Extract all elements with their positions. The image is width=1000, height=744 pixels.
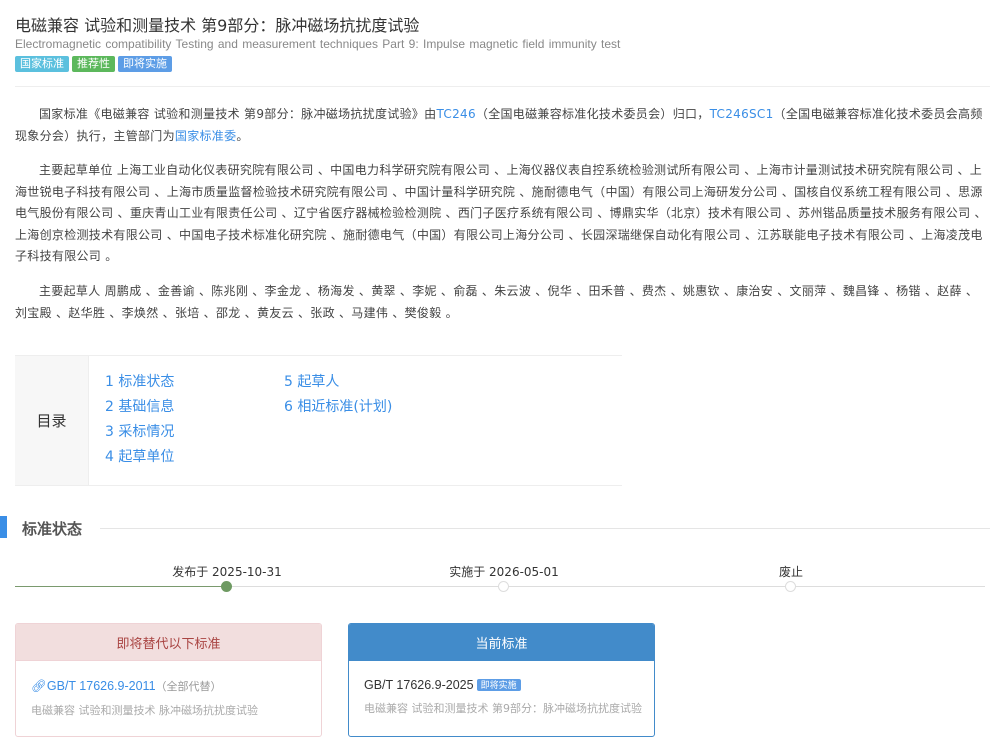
toc-item[interactable]: 1 标准状态 (105, 374, 175, 390)
timeline-node-effective (498, 581, 509, 592)
drafting-units: 主要起草单位 上海工业自动化仪表研究院有限公司 、中国电力科学研究院有限公司 、… (15, 163, 987, 263)
section-header-status: 标准状态 (0, 516, 990, 540)
badge-upcoming: 即将实施 (118, 56, 172, 72)
toc-item[interactable]: 5 起草人 (284, 374, 340, 390)
standard-description: 电磁兼容 试验和测量技术 第9部分：脉冲磁场抗扰度试验 (364, 702, 642, 715)
timeline-label-abolished: 废止 (778, 565, 804, 579)
toc-item[interactable]: 6 相近标准(计划) (284, 399, 393, 415)
current-standard-card: 当前标准 GB/T 17626.9-2025 即将实施 电磁兼容 试验和测量技术 … (348, 623, 655, 737)
timeline-node-abolished (785, 581, 796, 592)
page-title: 电磁兼容 试验和测量技术 第9部分：脉冲磁场抗扰度试验 (15, 16, 420, 35)
english-title: Electromagnetic compatibility Testing an… (15, 37, 621, 51)
card-header: 当前标准 (349, 624, 654, 661)
toc-item[interactable]: 3 采标情况 (105, 424, 175, 440)
timeline-node-published (221, 581, 232, 592)
divider (15, 86, 990, 87)
section-title: 标准状态 (22, 520, 83, 538)
tc246-link[interactable]: TC246 (436, 107, 476, 121)
toc-item[interactable]: 4 起草单位 (105, 449, 175, 465)
standard-description: 电磁兼容 试验和测量技术 脉冲磁场抗扰度试验 (31, 704, 258, 717)
badge-recommended: 推荐性 (72, 56, 115, 72)
intro-text: 国家标准《电磁兼容 试验和测量技术 第9部分：脉冲磁场抗扰度试验》由 (39, 107, 437, 121)
section-divider (100, 528, 990, 529)
badges: 国家标准 推荐性 即将实施 (15, 56, 172, 72)
replace-note: （全部代替） (155, 681, 222, 693)
drafters: 主要起草人 周鹏成 、金善谕 、陈兆刚 、李金龙 、杨海发 、黄翠 、李妮 、俞… (15, 284, 979, 320)
link-icon: 🔗︎ (31, 679, 47, 693)
table-of-contents: 目录 1 标准状态 2 基础信息 3 采标情况 4 起草单位 5 起草人 6 相… (15, 355, 622, 486)
toc-label: 目录 (15, 356, 89, 485)
tc246sc1-link[interactable]: TC246SC1 (709, 107, 774, 121)
timeline-label-effective: 实施于 2026-05-01 (449, 565, 559, 579)
status-timeline: 发布于 2025-10-31 实施于 2026-05-01 废止 (15, 560, 985, 600)
intro-paragraph: 国家标准《电磁兼容 试验和测量技术 第9部分：脉冲磁场抗扰度试验》由TC246（… (15, 104, 990, 147)
replaced-standard-link[interactable]: GB/T 17626.9-2011 (46, 679, 156, 693)
timeline-label-published: 发布于 2025-10-31 (172, 565, 282, 579)
current-standard-code: GB/T 17626.9-2025 (364, 678, 474, 692)
timeline-progress (15, 586, 227, 587)
intro-text: （全国电磁兼容标准化技术委员会高频现象分会）执行，主管部门为 (15, 107, 983, 143)
intro-text: （全国电磁兼容标准化技术委员会）归口， (475, 107, 710, 121)
status-badge: 即将实施 (476, 679, 521, 691)
badge-national: 国家标准 (15, 56, 69, 72)
toc-item[interactable]: 2 基础信息 (105, 399, 175, 415)
section-accent-bar (0, 516, 7, 538)
dept-link[interactable]: 国家标准委 (174, 128, 237, 143)
replaced-standard-card: 即将替代以下标准 🔗︎GB/T 17626.9-2011（全部代替） 电磁兼容 … (15, 623, 322, 737)
intro-text: 。 (236, 128, 249, 143)
card-header: 即将替代以下标准 (16, 624, 321, 661)
